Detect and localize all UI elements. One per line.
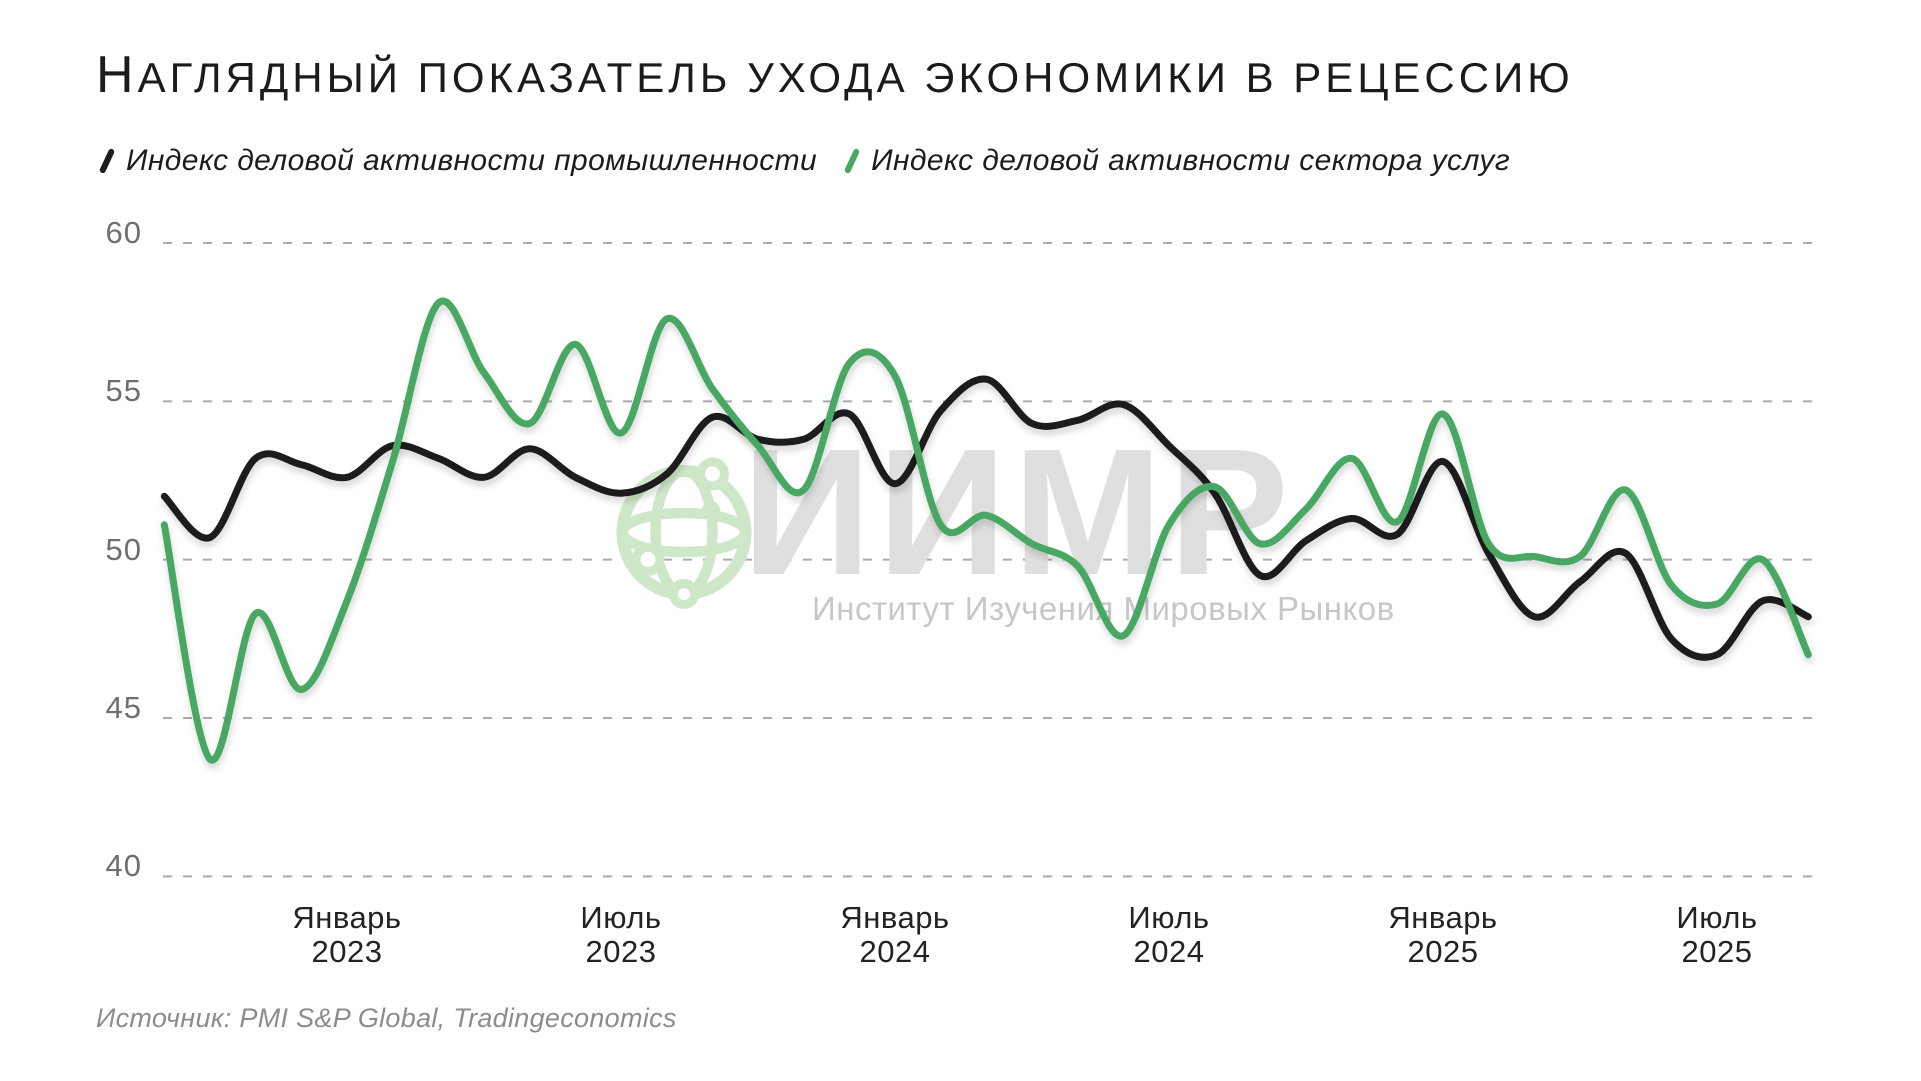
- services-pmi-line: [160, 297, 1812, 764]
- manufacturing-pmi-line: [160, 375, 1812, 661]
- globe-node-dot: [702, 501, 720, 519]
- legend-item-manufacturing: Индекс деловой активности промышленности: [98, 144, 818, 178]
- legend-label-manufacturing: Индекс деловой активности промышленности: [126, 144, 818, 177]
- source-note: Источник: PMI S&P Global, Tradingeconomi…: [96, 1003, 677, 1033]
- legend-item-services: Индекс деловой активности сектора услуг: [843, 144, 1511, 178]
- legend: Индекс деловой активности промышленности…: [98, 144, 1511, 178]
- globe-network-icon: [616, 457, 752, 609]
- watermark-acronym: ИИМР: [742, 412, 1295, 613]
- chart-title: Наглядный показатель ухода экономики в р…: [96, 46, 1574, 104]
- legend-label-services: Индекс деловой активности сектора услуг: [871, 144, 1511, 177]
